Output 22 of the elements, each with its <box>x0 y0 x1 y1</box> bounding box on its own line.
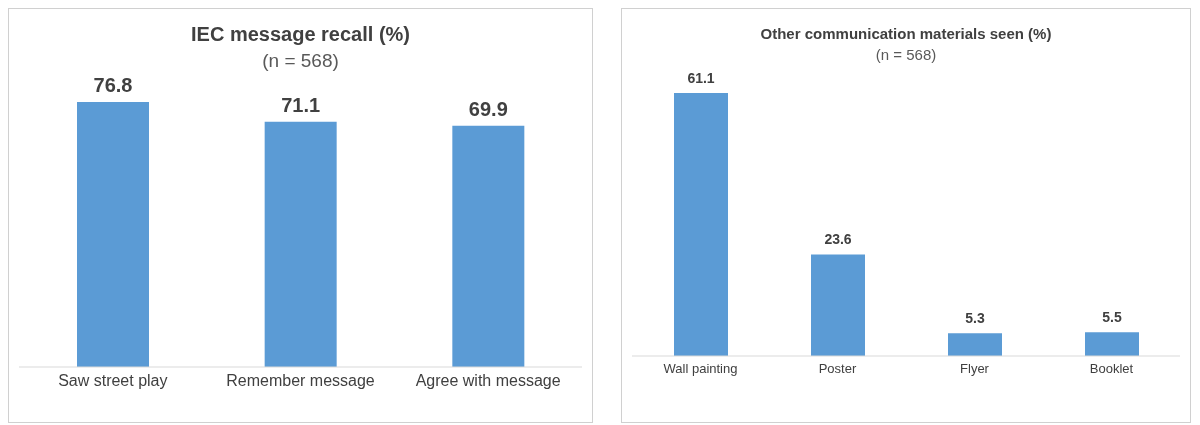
bar <box>1085 332 1139 356</box>
bar <box>811 254 865 356</box>
x-tick-label: Booklet <box>1089 361 1134 377</box>
x-tick-label: Poster <box>818 361 857 377</box>
chart-subtitle: (n = 568) <box>261 50 340 72</box>
bar <box>948 333 1002 356</box>
x-tick-label: Remember message <box>226 372 375 390</box>
x-tick-label: Agree with message <box>415 372 561 390</box>
chart-title: Other communication materials seen (%) <box>759 25 1053 42</box>
data-label: 76.8 <box>93 74 133 96</box>
chart-title: IEC message recall (%) <box>190 23 411 46</box>
data-label: 71.1 <box>281 93 321 116</box>
data-label: 5.5 <box>1102 309 1122 326</box>
x-tick-label: Flyer <box>960 361 990 377</box>
bar <box>674 93 728 356</box>
x-tick-label: Saw street play <box>58 372 168 390</box>
data-label: 5.3 <box>965 310 985 327</box>
data-label: 23.6 <box>824 231 852 248</box>
data-label: 69.9 <box>468 97 508 120</box>
x-tick-label: Wall painting <box>663 361 738 377</box>
data-label: 61.1 <box>687 70 715 86</box>
chart-subtitle: (n = 568) <box>874 46 938 63</box>
